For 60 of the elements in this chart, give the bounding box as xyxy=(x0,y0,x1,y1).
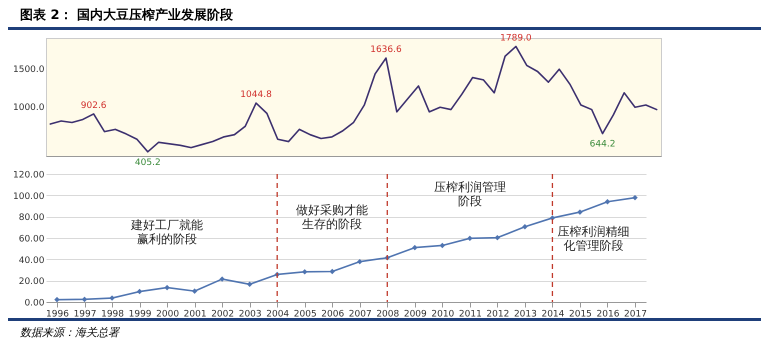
x-tick-label: 2005 xyxy=(294,310,317,320)
annotation: 644.2 xyxy=(590,140,616,150)
point xyxy=(494,234,500,240)
point xyxy=(357,258,362,264)
annotation: 1044.8 xyxy=(240,90,272,100)
point xyxy=(219,276,225,282)
x-tick-label: 2004 xyxy=(266,310,290,320)
point xyxy=(164,284,170,290)
point xyxy=(246,282,252,288)
x-tick-label: 2002 xyxy=(211,310,234,320)
annotation: 压榨利润精细化管理阶段 xyxy=(558,224,630,253)
point xyxy=(604,198,610,204)
point xyxy=(632,194,638,200)
chart-title: 图表 2： 国内大豆压榨产业发展阶段 xyxy=(8,0,761,30)
x-tick-label: 1997 xyxy=(74,310,96,320)
annotation: 902.6 xyxy=(80,100,107,111)
point xyxy=(192,288,198,294)
x-tick-label: 2006 xyxy=(321,310,344,320)
x-tick-label: 2015 xyxy=(568,310,592,320)
y-tick-label: 1000.0 xyxy=(13,103,45,114)
annotation: 405.2 xyxy=(134,158,161,168)
y-tick-label: 0.00 xyxy=(24,298,45,308)
y-tick-label: 100.00 xyxy=(13,192,45,202)
x-tick-label: 2003 xyxy=(238,310,262,320)
x-tick-label: 2011 xyxy=(458,310,482,320)
x-tick-label: 2007 xyxy=(348,310,372,320)
point xyxy=(82,296,88,302)
annotation: 做好采购才能生存的阶段 xyxy=(296,202,368,231)
x-tick-label: 2016 xyxy=(596,310,620,320)
x-tick-label: 2013 xyxy=(514,310,537,320)
point xyxy=(550,215,556,221)
point xyxy=(109,295,115,301)
point xyxy=(522,224,528,230)
y-tick-label: 120.00 xyxy=(13,170,45,180)
y-tick-label: 60.00 xyxy=(18,234,45,244)
x-tick-label: 2001 xyxy=(184,310,207,320)
x-tick-label: 2014 xyxy=(541,310,565,320)
x-tick-label: 2000 xyxy=(156,310,180,320)
annotation: 1636.6 xyxy=(370,45,402,56)
point xyxy=(440,242,446,248)
x-tick-label: 2008 xyxy=(376,310,400,320)
x-tick-label: 1996 xyxy=(46,310,70,320)
point xyxy=(330,268,335,274)
x-tick-label: 1999 xyxy=(128,310,152,320)
annotation: 压榨利润管理阶段 xyxy=(434,180,506,208)
source-note: 数据来源：海关总署 xyxy=(8,318,761,344)
y-tick-label: 20.00 xyxy=(18,277,45,288)
y-tick-label: 40.00 xyxy=(18,256,45,266)
x-tick-label: 2009 xyxy=(404,310,428,320)
x-tick-label: 2010 xyxy=(431,310,455,320)
line-series xyxy=(50,46,658,153)
annotation: 建好工厂就能赢利的阶段 xyxy=(130,218,204,246)
x-tick-label: 1998 xyxy=(101,310,124,320)
point xyxy=(577,209,583,215)
y-tick-label: 1500.0 xyxy=(13,64,45,75)
point xyxy=(136,288,142,294)
x-tick-label: 2012 xyxy=(486,310,510,320)
x-tick-label: 2017 xyxy=(624,310,647,320)
y-tick-label: 80.00 xyxy=(18,213,45,224)
annotation: 1789.0 xyxy=(500,33,532,44)
